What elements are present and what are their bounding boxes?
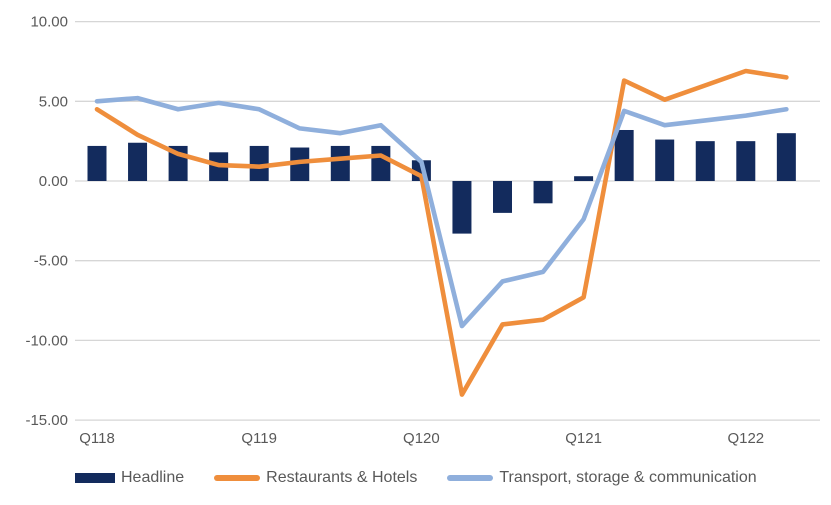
x-axis-tick-label: Q119 — [241, 430, 277, 447]
restaurants-hotels-line — [94, 68, 789, 397]
restaurants-hotels-swatch-icon — [214, 475, 261, 481]
y-axis-tick-label: -15.00 — [25, 412, 68, 429]
headline-bar — [87, 145, 107, 181]
headline-bar — [736, 141, 756, 181]
headline-bar — [290, 147, 310, 181]
legend-label-transport: Transport, storage & communication — [499, 469, 757, 486]
headline-bar — [614, 129, 634, 181]
transport-swatch-icon — [447, 475, 494, 481]
legend-label-headline: Headline — [121, 469, 185, 486]
transport-line — [94, 95, 789, 329]
legend-item-transport: Transport, storage & communication — [447, 469, 757, 487]
y-axis-tick-label: 5.00 — [39, 93, 68, 110]
legend-item-restaurants-hotels: Restaurants & Hotels — [214, 469, 417, 487]
x-axis-tick-label: Q118 — [79, 430, 115, 447]
headline-bar — [493, 181, 512, 213]
y-axis-tick-label: -5.00 — [34, 253, 68, 270]
legend-item-headline: Headline — [75, 469, 184, 487]
y-axis-tick-label: 0.00 — [39, 173, 68, 190]
headline-bar — [574, 176, 594, 181]
headline-swatch-icon — [75, 473, 115, 483]
x-axis-tick-label: Q121 — [565, 430, 602, 447]
y-axis-tick-label: 10.00 — [30, 14, 68, 31]
headline-bar — [533, 181, 553, 204]
x-axis-tick-label: Q120 — [403, 430, 440, 447]
headline-bar — [371, 145, 391, 181]
headline-bar — [695, 141, 715, 181]
headline-bar — [655, 139, 675, 181]
x-axis-tick-label: Q122 — [727, 430, 764, 447]
headline-bar — [249, 145, 269, 181]
headline-bar — [776, 133, 796, 181]
chart-legend: Headline Restaurants & Hotels Transport,… — [75, 463, 787, 493]
headline-bar — [128, 142, 148, 181]
y-axis-tick-label: -10.00 — [25, 332, 68, 349]
legend-label-restaurants-hotels: Restaurants & Hotels — [266, 469, 418, 486]
headline-bar — [452, 181, 472, 234]
headline-bar — [330, 145, 350, 181]
